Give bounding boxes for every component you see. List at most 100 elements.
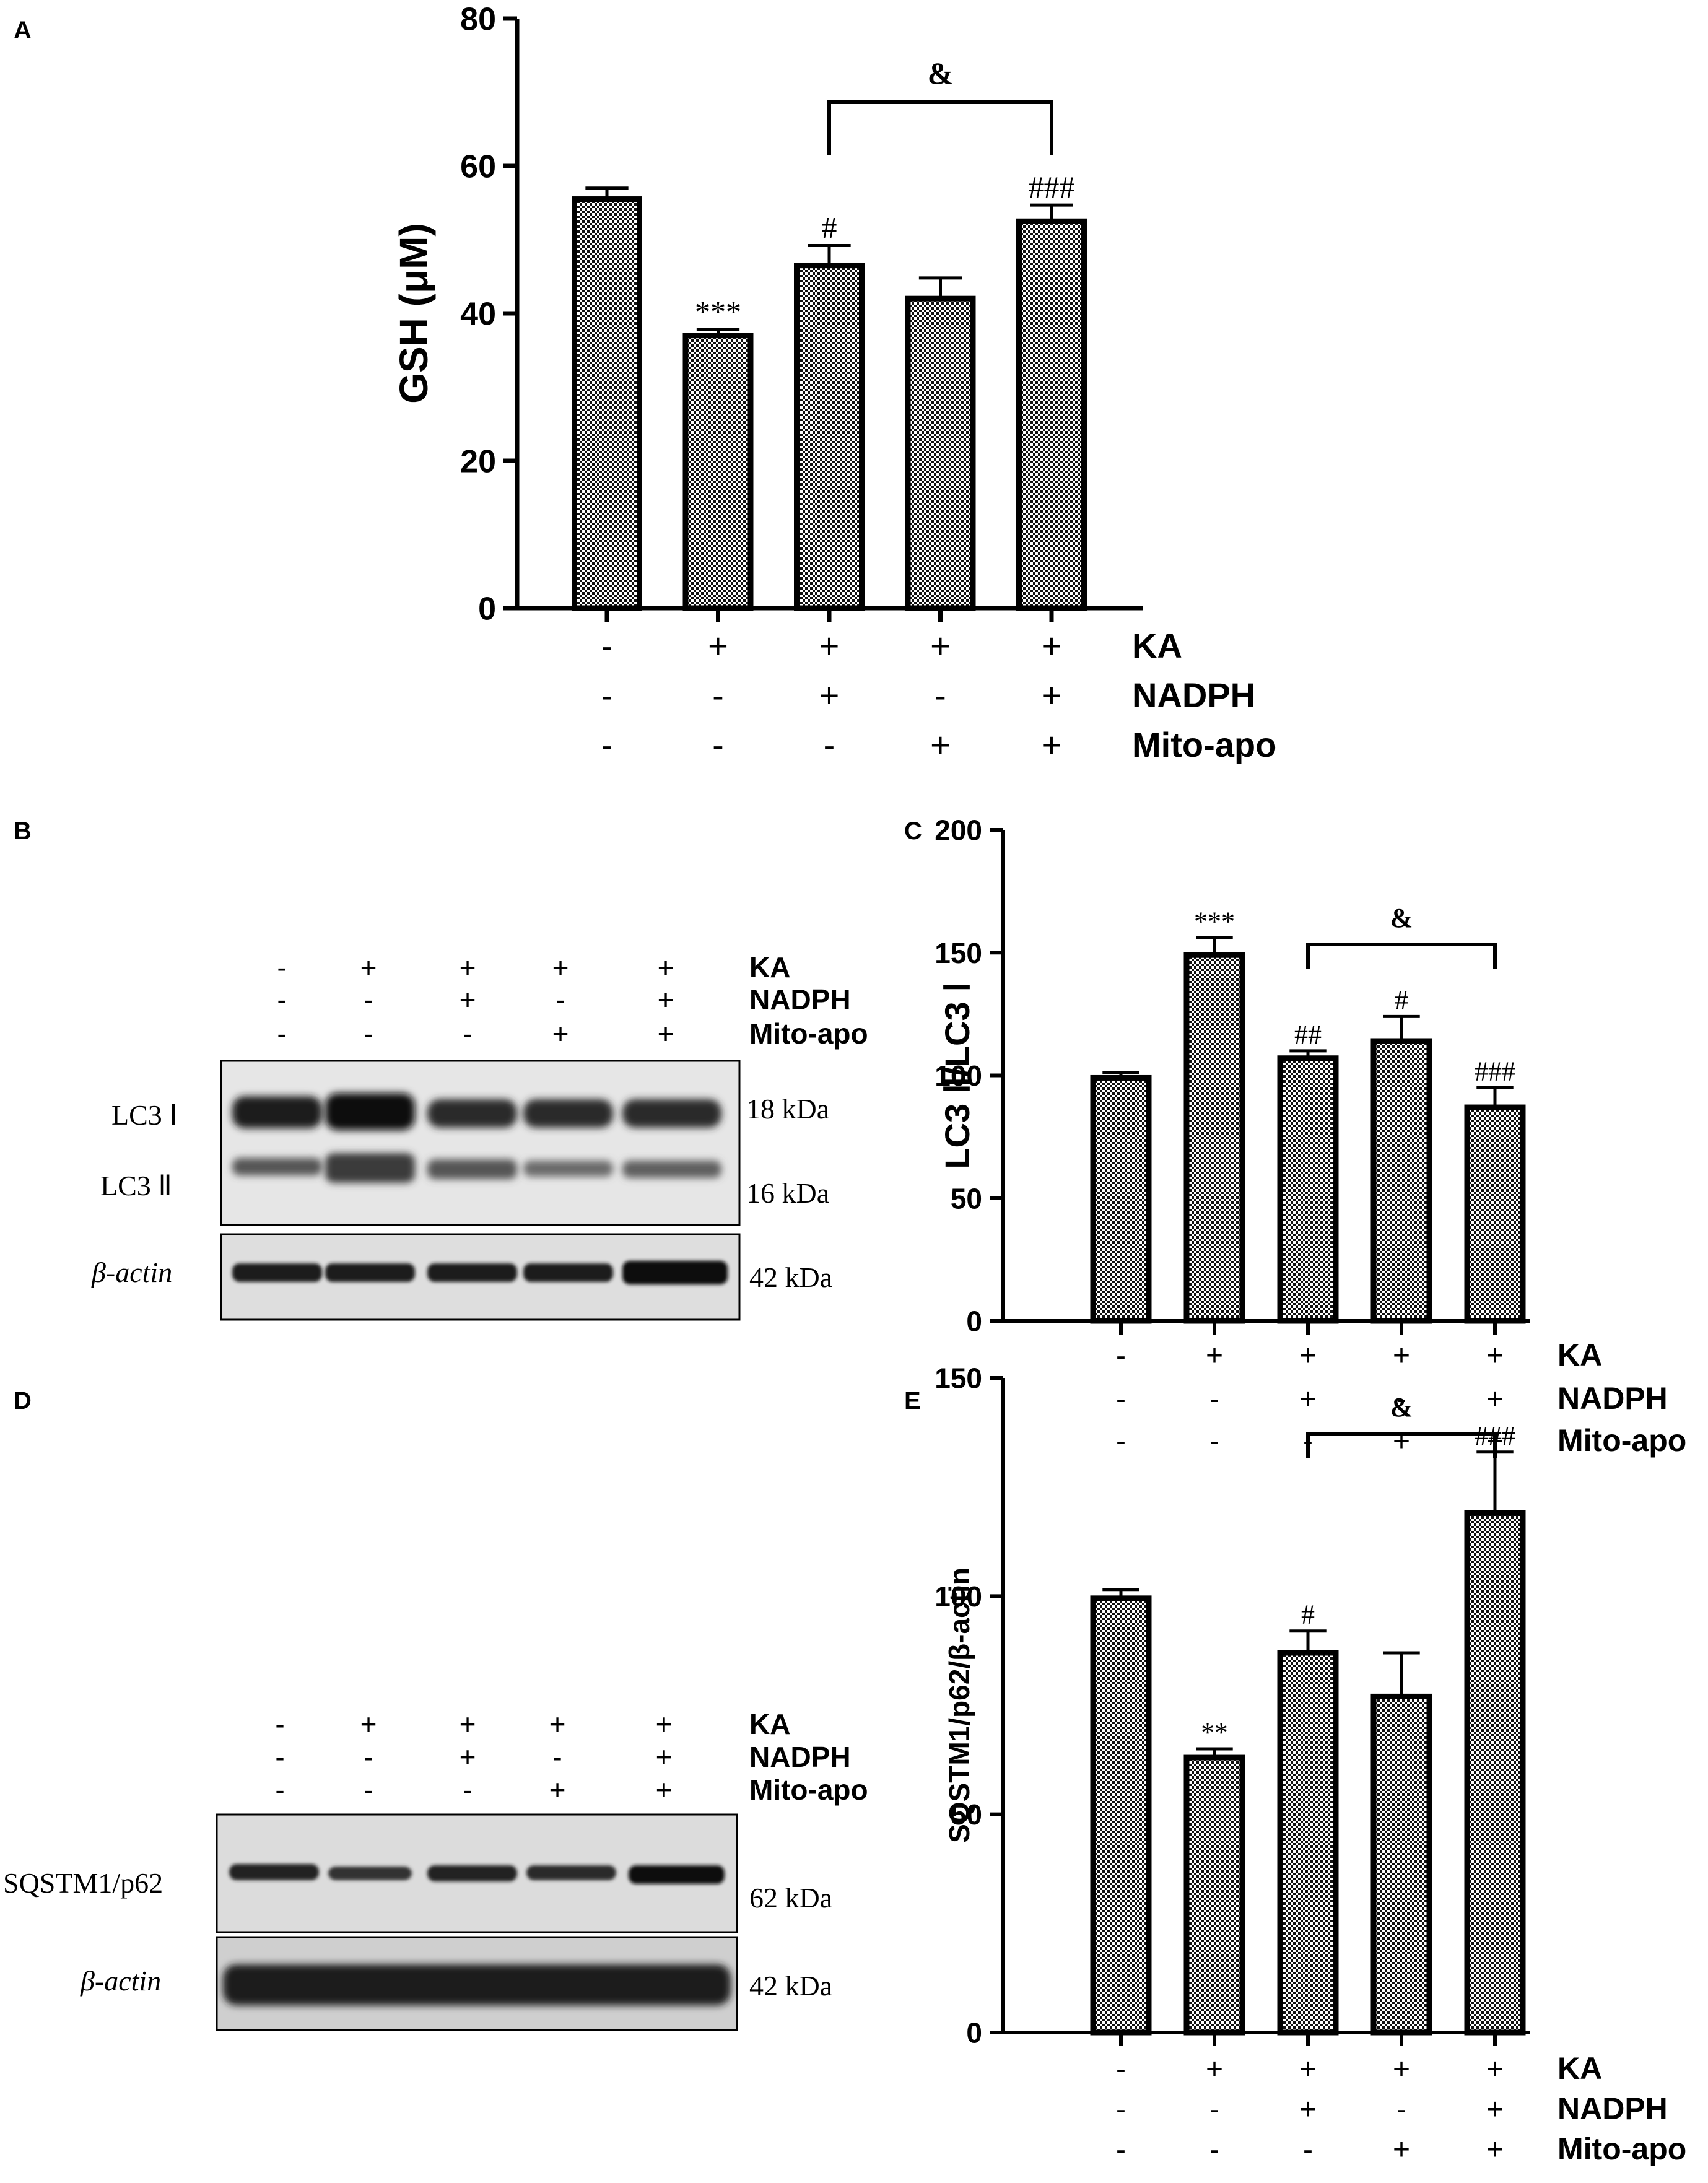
blot-d-treatment-name: Mito-apo [749,1774,868,1806]
chart-c-significance-label: *** [1194,906,1235,936]
blot-b-treatment-sign: + [552,951,569,983]
chart-c-y-tick-label: 0 [966,1305,982,1338]
blot-b-lc3-frame [221,1061,739,1225]
chart-e-treatment-sign: - [1116,2093,1126,2126]
chart-a-y-tick-label: 40 [460,297,496,333]
blot-b-treatment-sign: + [360,951,377,983]
chart-c-significance-label: ## [1294,1019,1322,1050]
chart-a-y-tick-label: 60 [460,149,496,185]
chart-a-treatment-sign: + [1042,725,1062,764]
chart-e-y-tick-label: 150 [935,1362,982,1395]
blot-b-actin-label: β-actin [91,1257,172,1288]
blot-b-treatment-sign: - [277,983,286,1016]
chart-c-treatment-sign: - [1209,1383,1219,1416]
blot-d-treatment-sign: + [549,1708,566,1740]
chart-a-bar [797,266,862,608]
gsh-bar-chart: 020406080GSH (μM)***####&-++++KA--+-+NAD… [391,2,1276,764]
chart-a-treatment-sign: + [819,676,840,715]
chart-a-treatment-sign: + [1042,676,1062,715]
chart-e-treatment-sign: + [1393,2053,1410,2086]
blot-b-treatment-sign: + [658,1017,674,1050]
chart-c-treatment-sign: + [1393,1425,1410,1458]
chart-c-treatment-name: KA [1558,1338,1602,1372]
chart-c-treatment-name: NADPH [1558,1381,1668,1416]
blot-d-treatment-sign: - [275,1708,284,1740]
chart-c-treatment-sign: + [1486,1340,1504,1372]
chart-a-significance-label: ### [1029,170,1075,204]
chart-a-y-tick-label: 20 [460,444,496,480]
chart-a-y-axis-label: GSH (μM) [391,223,436,404]
blot-b-treatment-sign: + [460,951,476,983]
blot-b-treatment-sign: - [277,1017,286,1050]
chart-c-significance-label: ### [1475,1056,1515,1086]
chart-c-treatment-sign: + [1486,1383,1504,1416]
blot-d-actin-label: β-actin [80,1965,161,1997]
blot-d-42kda-label: 42 kDa [749,1970,832,2002]
blot-d-treatment-sign: - [364,1741,373,1773]
chart-e-treatment-sign: + [1486,2053,1504,2086]
panel-letter-b: B [14,817,32,845]
blot-b-actin-bands [232,1261,728,1284]
chart-a-significance-label: *** [695,294,741,329]
chart-e-treatment-name: Mito-apo [1558,2132,1686,2166]
western-blot-d: SQSTM1/p62 β-actin 62 kDa 42 kDa [3,1815,832,2030]
chart-e-significance-label: ** [1201,1717,1228,1748]
chart-c-y-tick-label: 200 [935,814,982,847]
chart-a-treatment-sign: - [601,725,613,764]
chart-e-treatment-sign: - [1209,2093,1219,2126]
panel-letter-e: E [904,1387,921,1414]
chart-c-treatment-sign: + [1206,1340,1223,1372]
blot-b-lc3-i-label: LC3 Ⅰ [111,1099,178,1131]
blot-d-actin-bands [223,1964,731,2005]
panel-letter-d: D [14,1387,32,1414]
blot-b-treatment-table: -++++KA--+-+NADPH---++Mito-apo [277,951,868,1050]
blot-d-treatment-sign: - [364,1774,373,1806]
chart-a-comparison-bracket [829,102,1052,155]
chart-c-bar [1187,955,1242,1321]
chart-e-bar [1093,1598,1149,2033]
chart-a-treatment-sign: - [712,676,724,715]
chart-a-treatment-sign: + [708,626,728,665]
chart-c-bar [1093,1078,1149,1321]
blot-d-treatment-sign: - [275,1774,284,1806]
chart-e-significance-label: # [1301,1600,1315,1630]
chart-a-significance-label: # [822,211,837,245]
chart-e-bar [1187,1758,1242,2033]
blot-d-treatment-sign: + [460,1708,476,1740]
chart-a-treatment-sign: - [601,626,613,665]
blot-b-treatment-sign: + [658,983,674,1016]
blot-d-treatment-sign: + [360,1708,377,1740]
blot-b-42kda-label: 42 kDa [749,1261,832,1293]
blot-d-treatment-sign: + [460,1741,476,1773]
chart-a-bar [686,336,751,608]
blot-d-treatment-table: -++++KA--+-+NADPH---++Mito-apo [275,1708,868,1806]
blot-d-treatment-sign: - [463,1774,472,1806]
blot-d-treatment-sign: + [656,1741,673,1773]
blot-d-treatment-sign: + [656,1708,673,1740]
chart-a-y-tick-label: 80 [460,2,496,38]
chart-c-treatment-sign: - [1209,1425,1219,1458]
blot-d-treatment-name: NADPH [749,1741,851,1773]
chart-e-treatment-sign: + [1486,2093,1504,2126]
chart-a-treatment-sign: + [819,626,840,665]
chart-e-bar [1280,1653,1336,2033]
chart-c-y-tick-label: 150 [935,937,982,969]
chart-c-bar [1374,1041,1429,1321]
chart-a-treatment-sign: - [935,676,946,715]
chart-c-y-tick-label: 50 [951,1182,982,1214]
chart-a-bracket-label: & [928,56,954,90]
chart-e-treatment-sign: + [1206,2053,1223,2086]
blot-b-treatment-name: NADPH [749,983,851,1016]
blot-b-16kda-label: 16 kDa [746,1177,829,1209]
chart-c-treatment-sign: - [1116,1383,1126,1416]
chart-e-bar [1374,1696,1429,2033]
chart-a-treatment-name: Mito-apo [1132,725,1276,764]
panel-letter-c: C [904,817,922,845]
chart-c-comparison-bracket [1308,944,1495,969]
chart-a-y-tick-label: 0 [478,591,496,627]
blot-b-treatment-sign: + [658,951,674,983]
blot-b-treatment-name: KA [749,951,790,983]
blot-b-lc3-ii-label: LC3 Ⅱ [100,1170,172,1201]
chart-a-bar [908,298,973,608]
chart-e-bar [1467,1513,1523,2033]
